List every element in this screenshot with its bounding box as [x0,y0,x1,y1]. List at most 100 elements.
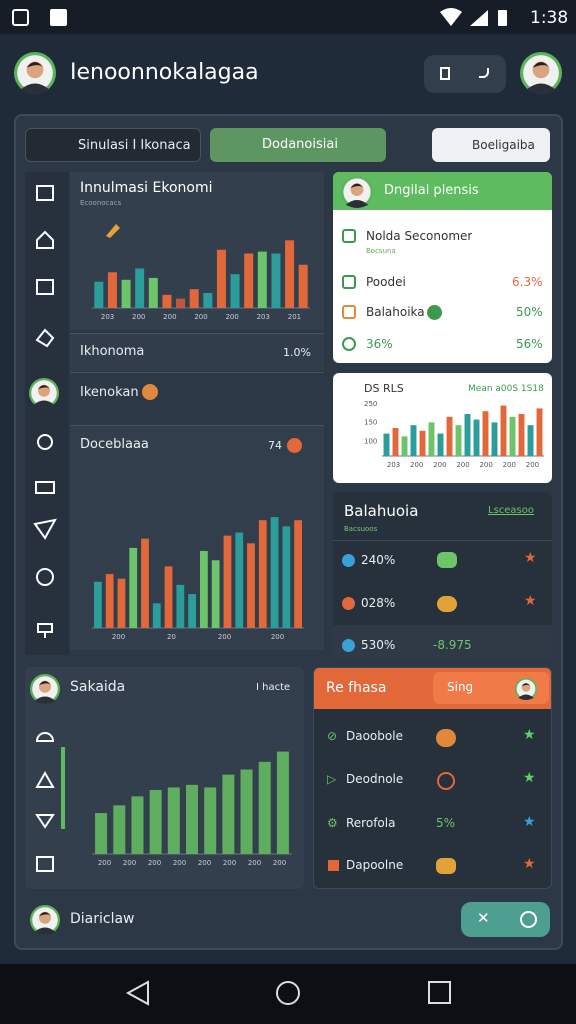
row-value: -8.975 [433,638,472,652]
avatar [14,52,56,94]
row-label: 240% [361,553,396,567]
x-tick-label: 200 [198,859,211,867]
sidebar-icons [33,185,57,638]
bar-chart: 200 20 200 200 [92,517,304,641]
bar [148,277,158,308]
bar [186,784,198,854]
bar [410,425,417,456]
bar [392,428,399,456]
bar [419,430,426,456]
row-dot [342,639,355,652]
bar [258,761,271,854]
bar-chart: 200 200 200 200 200 200 200 200 [92,751,292,867]
bar [270,517,279,628]
bar [298,264,308,308]
star: ★ [524,550,537,566]
bar [135,268,145,308]
tab[interactable]: Sinulasi I Ikonaca [25,128,201,162]
x-tick-label: 200 [225,313,238,321]
row-label: Dapoolne [346,858,404,872]
item-label: Balahoika [366,305,425,319]
nav-icons[interactable] [0,964,576,1024]
avatar [30,674,60,704]
y-tick-label: 250 [364,400,377,408]
list-row [70,333,324,371]
item-value: 56% [516,337,543,351]
item-label: Poodei [366,275,406,289]
x-tick-label: 200 [273,859,286,867]
avatar [515,678,537,700]
bar [94,281,104,308]
row-label: Daoobole [346,729,403,743]
bar [473,419,480,456]
bar [164,566,173,628]
tab[interactable]: Boeligaiba [432,128,550,162]
star: ★ [523,856,536,872]
bar [152,603,161,628]
check-badge [142,384,158,400]
card-link[interactable]: Lsceasoo [488,505,535,516]
avatar [30,905,60,935]
bar [383,433,390,456]
card-title: Balahuoia [344,502,419,520]
x-tick-label: 200 [163,313,176,321]
bar [285,240,295,308]
x-tick-label: 200 [433,461,446,469]
bar [131,796,144,854]
bar [95,813,108,854]
app-title: Ienoonnokalagaa [70,60,259,85]
header-buttons[interactable] [424,55,506,93]
bar [216,249,226,308]
bar [491,422,498,456]
bar [509,416,516,456]
row-value: 1.0% [283,346,311,359]
bar [141,538,149,628]
bar [437,433,444,456]
icon [342,305,356,319]
bar [113,805,126,854]
row-icon [436,858,456,874]
x-tick-label: 200 [218,633,231,641]
status-icon [50,9,67,26]
status-bar: 1:38 [0,0,576,34]
avatar[interactable] [520,52,562,94]
bar [244,253,254,308]
sidebar-icons [35,732,65,872]
bar [189,289,199,308]
bar [258,520,267,628]
chart-note: I hacte [256,682,291,693]
bar [211,560,220,628]
x-tick-label: 200 [479,461,492,469]
star: ★ [523,814,536,830]
bar [294,520,302,628]
row-icon: ⚙ [327,816,338,830]
bar [223,535,232,628]
avatar [29,378,59,408]
bar [518,414,525,456]
row-icon: ▷ [327,772,337,786]
row-icon [328,860,339,871]
row-label: Ikenokan [80,385,139,400]
row-label: Ikhonoma [80,344,145,359]
row-label: Rerofola [346,816,396,830]
bar [536,408,543,456]
item-label: 36% [366,337,393,351]
x-tick-label: 200 [271,633,284,641]
chart-badge: 74 [268,439,282,452]
chart-legend: Mean a00S 1S18 [468,384,544,394]
row-dot [342,597,355,610]
bar [188,594,196,628]
row-icon [436,729,456,747]
tab[interactable]: Dodanoisiai [210,128,386,162]
bar [94,581,102,628]
chart-title: Doceblaaa [80,437,149,452]
bar [105,574,114,628]
mini-chart-card [333,373,552,483]
row-label: 530% [361,638,396,652]
bar [446,416,453,456]
avatar [341,176,373,208]
row-icon [437,552,457,568]
footer-button[interactable]: ✕ [461,902,550,937]
row-icon [437,596,457,612]
